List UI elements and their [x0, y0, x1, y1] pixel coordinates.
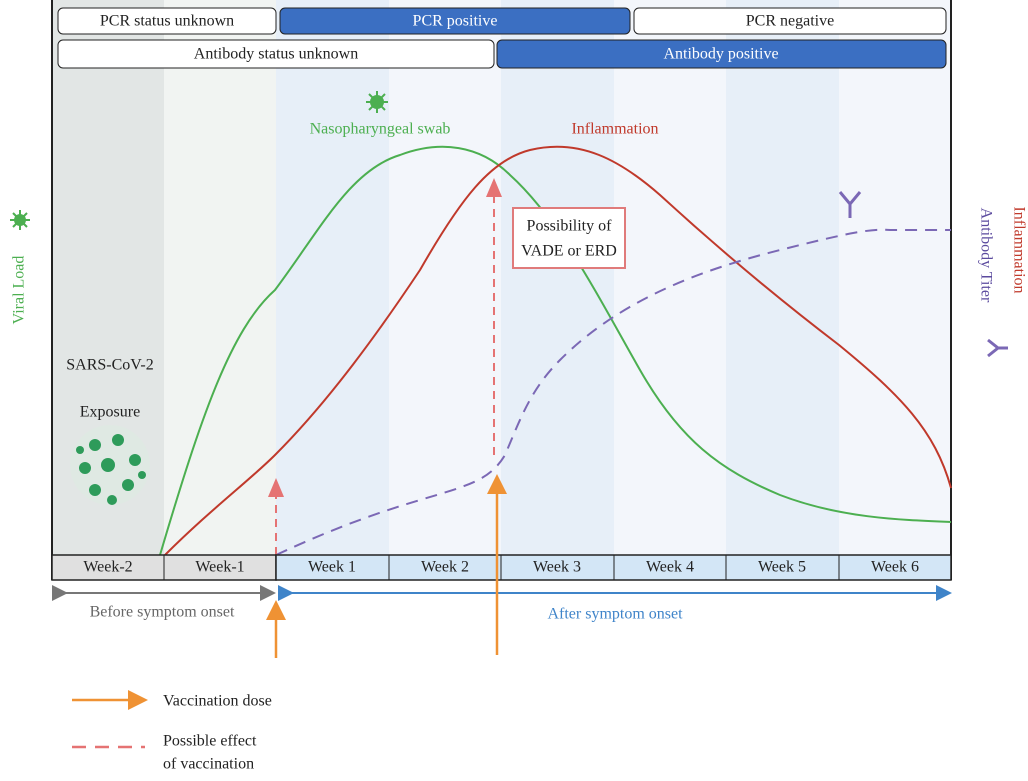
annotation: Possibility of	[527, 218, 613, 235]
legend-label: Possible effect	[163, 733, 257, 750]
effect-arrows	[275, 195, 495, 555]
status-label: PCR status unknown	[100, 13, 234, 30]
weeks: Week-2 Week-1 Week 1 Week 2 Week 3 Week …	[51, 554, 952, 581]
week-label: Week 6	[871, 559, 919, 576]
annotation: VADE or ERD	[521, 243, 617, 260]
week-label: Week 2	[421, 559, 469, 576]
background	[51, 0, 952, 580]
axis-label: Antibody Titer	[977, 208, 994, 303]
status-label: Antibody positive	[663, 46, 778, 63]
status-label: Antibody status unknown	[194, 46, 358, 63]
week-label: Week 5	[758, 559, 806, 576]
week-label: Week 1	[308, 559, 356, 576]
curves	[159, 145, 952, 556]
axis-label: Viral Load	[11, 256, 28, 325]
status-bars: PCR status unknown PCR positive PCR nega…	[57, 7, 947, 69]
status-label: PCR positive	[413, 13, 498, 30]
week-label: Week-2	[83, 559, 132, 576]
timeline-label: Before symptom onset	[90, 604, 235, 621]
legend-label: Vaccination dose	[163, 693, 272, 710]
axis-label: Inflammation	[1010, 206, 1027, 293]
status-label: PCR negative	[746, 13, 834, 30]
week-label: Week 4	[646, 559, 694, 576]
curve-label: Nasopharyngeal swab	[310, 121, 451, 138]
legend-label: of vaccination	[163, 756, 254, 773]
dose-arrows	[72, 474, 507, 749]
annotation: SARS-CoV-2	[66, 357, 153, 374]
week-label: Week 3	[533, 559, 581, 576]
timeline-label: After symptom onset	[547, 606, 683, 623]
curve-label: Inflammation	[571, 121, 658, 138]
week-label: Week-1	[195, 559, 244, 576]
vade-box	[512, 207, 626, 269]
icons	[10, 91, 1008, 505]
annotation: Exposure	[80, 404, 140, 421]
